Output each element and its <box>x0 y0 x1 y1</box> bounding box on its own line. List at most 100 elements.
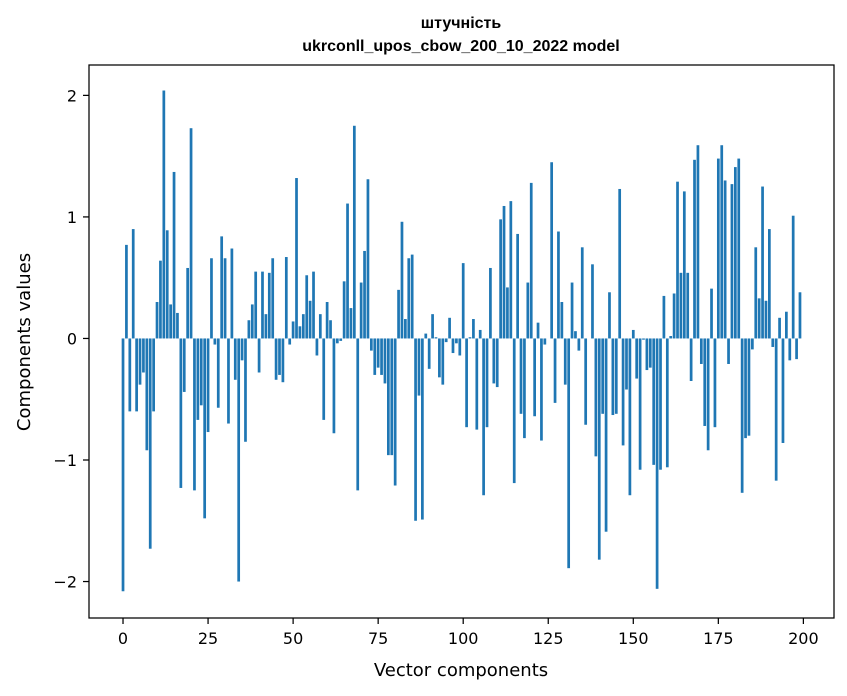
bar-component-53 <box>301 314 305 339</box>
x-tick-label: 175 <box>703 629 734 648</box>
bar-component-180 <box>733 167 737 339</box>
x-tick-label: 200 <box>788 629 819 648</box>
bar-component-190 <box>768 229 771 339</box>
bar-component-39 <box>254 271 258 339</box>
bar-component-33 <box>233 338 237 380</box>
bar-component-136 <box>584 338 588 425</box>
y-axis-label: Components values <box>14 253 35 431</box>
bar-component-20 <box>189 128 193 339</box>
x-axis-label: Vector components <box>374 660 548 681</box>
bar-component-153 <box>642 338 645 340</box>
bar-component-52 <box>298 326 302 339</box>
bar-component-81 <box>397 289 400 339</box>
bar-component-78 <box>387 338 390 456</box>
bar-component-131 <box>567 338 571 569</box>
bar-component-166 <box>686 272 690 339</box>
bar-component-151 <box>635 338 639 379</box>
bar-component-193 <box>778 317 781 339</box>
bar-component-10 <box>155 302 159 339</box>
bar-component-102 <box>468 337 472 339</box>
bar-component-19 <box>186 267 190 339</box>
bar-component-69 <box>356 338 360 491</box>
bar-component-70 <box>359 282 363 339</box>
bar-component-17 <box>179 338 183 488</box>
y-tick-label: 2 <box>67 86 77 105</box>
bar-component-130 <box>563 338 567 385</box>
bar-component-65 <box>342 281 346 339</box>
bar-component-15 <box>172 171 176 339</box>
bar-component-55 <box>308 300 312 339</box>
bar-component-124 <box>543 338 547 345</box>
bar-component-158 <box>659 338 662 470</box>
bar-component-42 <box>264 314 268 339</box>
bar-component-163 <box>676 181 679 339</box>
bar-component-82 <box>400 221 404 339</box>
bar-component-198 <box>795 338 798 360</box>
bar-component-181 <box>737 158 741 339</box>
bar-component-0 <box>121 338 125 592</box>
bars-group <box>121 90 802 592</box>
bar-component-159 <box>662 295 666 339</box>
bar-component-120 <box>529 182 533 339</box>
bar-component-154 <box>645 338 649 371</box>
bar-component-185 <box>751 338 754 350</box>
bar-component-196 <box>788 338 792 361</box>
chart-title-line-2: ukrconll_upos_cbow_200_10_2022 model <box>302 38 619 55</box>
x-tick-label: 100 <box>448 629 479 648</box>
y-tick-label: 0 <box>67 329 77 348</box>
bar-component-12 <box>162 90 166 339</box>
bar-component-145 <box>614 338 618 414</box>
bar-component-35 <box>240 338 244 361</box>
bar-component-176 <box>720 145 724 339</box>
bar-component-132 <box>570 282 574 339</box>
bar-component-74 <box>373 338 377 375</box>
bar-component-36 <box>244 338 247 442</box>
bar-component-174 <box>713 338 717 428</box>
bar-component-161 <box>669 336 673 339</box>
bar-component-86 <box>414 338 417 521</box>
bar-component-87 <box>417 338 421 396</box>
bar-component-116 <box>516 233 519 339</box>
bar-component-129 <box>560 302 564 339</box>
bar-component-152 <box>638 338 642 470</box>
bar-component-29 <box>220 236 224 339</box>
bar-component-8 <box>148 338 152 549</box>
bar-component-101 <box>465 338 468 428</box>
bar-component-71 <box>363 250 366 339</box>
bar-component-37 <box>247 320 251 339</box>
bar-component-148 <box>625 338 628 390</box>
bar-component-66 <box>346 203 349 339</box>
x-tick-label: 75 <box>368 629 388 648</box>
bar-component-27 <box>213 338 217 345</box>
bar-component-90 <box>427 338 431 369</box>
bar-component-43 <box>267 272 271 339</box>
x-tick-label: 50 <box>283 629 303 648</box>
bar-component-5 <box>138 338 142 385</box>
bar-component-47 <box>281 338 285 383</box>
bar-component-77 <box>383 338 387 384</box>
x-tick-label: 150 <box>618 629 649 648</box>
bar-component-110 <box>495 338 499 388</box>
bar-component-186 <box>754 247 758 339</box>
bar-component-31 <box>227 338 230 424</box>
bar-component-83 <box>404 319 407 339</box>
bar-component-121 <box>533 338 536 417</box>
bar-component-160 <box>665 338 669 468</box>
bar-component-49 <box>288 338 292 345</box>
bar-component-195 <box>785 311 788 339</box>
bar-component-179 <box>730 184 734 339</box>
bar-component-118 <box>523 338 526 439</box>
bar-component-28 <box>216 338 220 408</box>
bar-component-2 <box>128 338 132 412</box>
bar-component-184 <box>747 338 751 436</box>
bar-component-30 <box>223 258 227 339</box>
bar-component-6 <box>142 338 145 373</box>
bar-component-177 <box>723 180 727 339</box>
bar-component-123 <box>540 338 543 441</box>
bar-component-38 <box>250 304 254 339</box>
bar-component-34 <box>237 338 241 582</box>
x-tick-label: 125 <box>533 629 564 648</box>
bar-component-11 <box>159 260 162 339</box>
bar-component-103 <box>472 319 475 339</box>
bar-component-167 <box>689 338 693 381</box>
